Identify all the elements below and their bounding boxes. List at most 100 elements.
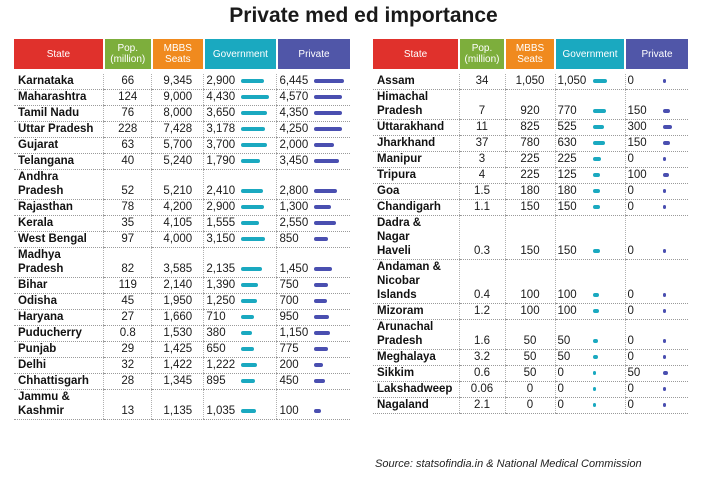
state-cell: Sikkim	[373, 365, 459, 382]
government-value: 770	[557, 105, 577, 117]
state-cell: Karnataka	[14, 74, 104, 90]
private-value: 750	[279, 279, 299, 291]
private-value: 4,250	[279, 123, 309, 135]
government-bar	[592, 354, 599, 359]
government-bar	[592, 402, 596, 407]
pop-cell: 52	[103, 169, 152, 200]
government-header: Government	[202, 39, 277, 69]
private-value: 0	[627, 245, 634, 257]
government-cell: 1,250	[203, 293, 277, 310]
government-bar	[241, 188, 263, 193]
government-bar	[241, 266, 262, 271]
pop-cell: 11	[458, 119, 505, 136]
private-cell: 300	[624, 119, 688, 136]
table-row: Odisha 45 1,950 1,250 700	[14, 293, 350, 310]
seats-cell: 920	[504, 89, 555, 120]
private-cell: 2,000	[276, 137, 350, 154]
government-value: 1,250	[206, 295, 236, 307]
private-value: 0	[627, 289, 634, 301]
private-value: 4,570	[279, 91, 309, 103]
government-bar	[241, 204, 265, 209]
pop-cell: 34	[458, 74, 505, 90]
government-bar	[241, 408, 257, 413]
private-cell: 700	[276, 293, 350, 310]
government-value: 1,555	[206, 217, 236, 229]
pop-cell: 4	[458, 167, 505, 184]
table-row: Assam 34 1,050 1,050 0	[373, 74, 688, 90]
state-cell: Telangana	[14, 153, 104, 170]
government-value: 180	[557, 185, 577, 197]
government-cell: 525	[554, 119, 625, 136]
government-cell: 0	[554, 365, 625, 382]
seats-cell: 4,000	[151, 231, 204, 248]
private-value: 0	[627, 153, 634, 165]
government-bar	[592, 308, 600, 313]
state-cell: Chandigarh	[373, 199, 459, 216]
private-value: 100	[627, 169, 647, 181]
private-cell: 100	[624, 167, 688, 184]
private-value: 1,300	[279, 201, 309, 213]
private-cell: 1,300	[276, 199, 350, 216]
seats-cell: 1,422	[151, 357, 204, 374]
state-cell: Rajasthan	[14, 199, 104, 216]
page-title: Private med ed importance	[229, 4, 498, 27]
pop-cell: 3.2	[458, 349, 505, 366]
private-bar	[314, 188, 338, 193]
private-cell: 1,150	[276, 325, 350, 342]
government-bar	[592, 156, 602, 161]
state-cell: Dadra & Nagar Haveli	[373, 215, 459, 260]
private-value: 0	[627, 75, 634, 87]
government-value: 3,178	[206, 123, 236, 135]
seats-cell: 9,345	[151, 74, 204, 90]
state-cell: Assam	[373, 74, 459, 90]
seats-cell: 180	[504, 183, 555, 200]
seats-cell: 4,200	[151, 199, 204, 216]
government-value: 650	[206, 343, 226, 355]
pop-cell: 2.1	[458, 397, 505, 414]
seats-cell: 1,050	[504, 74, 555, 90]
private-bar	[314, 204, 331, 209]
pop-cell: 1.5	[458, 183, 505, 200]
private-cell: 1,450	[276, 247, 350, 278]
private-value: 850	[279, 233, 299, 245]
private-value: 0	[627, 383, 634, 395]
government-value: 895	[206, 375, 226, 387]
private-bar	[662, 140, 671, 145]
seats-cell: 4,105	[151, 215, 204, 232]
header-row: State Pop. (million) MBBS Seats Government…	[373, 39, 688, 69]
state-header: State	[14, 39, 104, 69]
government-bar	[592, 140, 605, 145]
government-value: 1,222	[206, 359, 236, 371]
seats-cell: 5,210	[151, 169, 204, 200]
table-row: Jammu & Kashmir 13 1,135 1,035 100	[14, 389, 350, 420]
seats-cell: 100	[504, 303, 555, 320]
private-cell: 0	[624, 381, 688, 398]
government-bar	[241, 158, 261, 163]
left-table: State Pop. (million) MBBS Seats Government…	[14, 39, 350, 420]
private-cell: 0	[624, 303, 688, 320]
seats-header: MBBS Seats	[504, 39, 555, 69]
private-bar	[662, 78, 666, 83]
header-row: State Pop. (million) MBBS Seats Government…	[14, 39, 350, 69]
private-cell: 150	[624, 135, 688, 152]
state-cell: Gujarat	[14, 137, 104, 154]
state-cell: Himachal Pradesh	[373, 89, 459, 120]
pop-cell: 28	[103, 373, 152, 390]
private-bar	[314, 78, 345, 83]
private-value: 100	[279, 405, 299, 417]
government-cell: 895	[203, 373, 277, 390]
private-bar	[662, 308, 666, 313]
government-cell: 150	[554, 215, 625, 260]
private-value: 1,150	[279, 327, 309, 339]
government-bar	[241, 298, 258, 303]
government-cell: 710	[203, 309, 277, 326]
private-cell: 0	[624, 259, 688, 304]
table-row: Haryana 27 1,660 710 950	[14, 309, 350, 326]
pop-header: Pop. (million)	[102, 39, 152, 69]
private-cell: 4,250	[276, 121, 350, 138]
government-cell: 2,135	[203, 247, 277, 278]
private-value: 0	[627, 399, 634, 411]
table-row: Tripura 4 225 125 100	[373, 167, 688, 184]
private-bar	[314, 378, 326, 383]
state-cell: Andaman & Nicobar Islands	[373, 259, 459, 304]
